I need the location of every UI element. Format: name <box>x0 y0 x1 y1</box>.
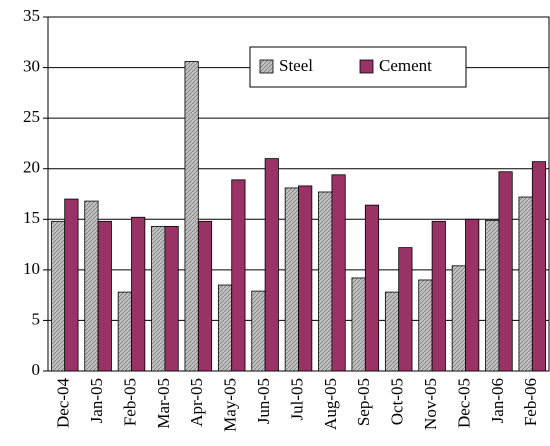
bar <box>531 161 547 372</box>
y-tick-label: 10 <box>23 259 40 278</box>
bar <box>518 196 533 372</box>
bar <box>351 277 366 372</box>
x-tick-label: Sep-05 <box>354 378 373 426</box>
bar <box>64 198 79 372</box>
bar <box>418 279 433 372</box>
bar <box>364 204 380 372</box>
y-tick-label: 25 <box>23 107 40 126</box>
x-tick-label: Feb-05 <box>120 378 139 426</box>
legend-swatch <box>259 59 274 74</box>
y-tick-label: 20 <box>23 158 40 177</box>
bar <box>498 171 513 372</box>
bar <box>97 220 112 372</box>
legend-swatch <box>359 59 374 74</box>
bar <box>84 200 99 372</box>
y-tick-label: 0 <box>32 360 41 379</box>
bar <box>231 179 246 372</box>
bar <box>284 187 299 372</box>
bar <box>197 220 213 372</box>
x-tick-label: Mar-05 <box>154 378 173 429</box>
x-tick-label: Apr-05 <box>187 378 206 427</box>
x-tick-label: Aug-05 <box>321 378 340 430</box>
y-tick-label: 5 <box>32 309 41 328</box>
bar <box>398 247 413 372</box>
legend-label: Steel <box>279 56 313 75</box>
bar <box>451 265 466 372</box>
x-tick-label: Jan-05 <box>87 378 106 423</box>
bar <box>151 225 166 372</box>
x-tick-label: Jun-05 <box>254 378 273 424</box>
y-tick-label: 35 <box>23 6 40 25</box>
y-tick-label: 15 <box>23 208 40 227</box>
x-tick-label: Jul-05 <box>287 378 306 421</box>
legend-label: Cement <box>379 56 432 75</box>
bar <box>431 220 446 372</box>
bar <box>117 291 132 372</box>
bar <box>251 290 266 372</box>
bar <box>465 218 480 372</box>
bar <box>131 216 146 372</box>
bar <box>184 61 199 372</box>
bar <box>384 291 400 372</box>
bar <box>485 219 500 372</box>
legend-box <box>249 46 467 88</box>
y-tick-label: 30 <box>23 56 40 75</box>
bar <box>217 284 233 372</box>
x-tick-label: Nov-05 <box>421 378 440 430</box>
x-tick-label: Dec-05 <box>454 378 473 428</box>
bar <box>164 225 179 372</box>
x-tick-label: Oct-05 <box>388 378 407 425</box>
bar <box>264 158 279 372</box>
bar <box>298 185 313 372</box>
x-tick-label: May-05 <box>221 378 240 432</box>
bar <box>331 174 346 372</box>
x-tick-label: Jan-06 <box>488 378 507 423</box>
bar <box>50 220 66 372</box>
bar <box>318 191 333 372</box>
x-tick-label: Feb-06 <box>521 378 540 426</box>
x-tick-label: Dec-04 <box>54 378 73 429</box>
